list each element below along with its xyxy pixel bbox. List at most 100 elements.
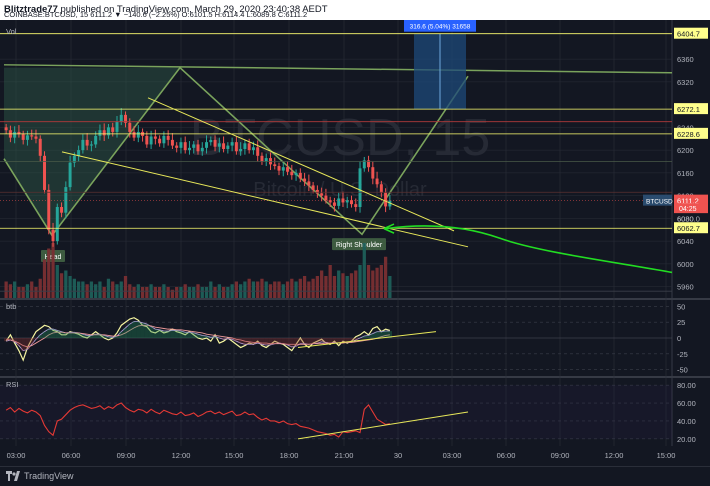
volume-bar [277, 281, 281, 298]
candle-body [115, 121, 119, 132]
pattern-label: Right Shoulder [336, 242, 383, 249]
oscillator-pane[interactable] [0, 306, 672, 370]
time-tick-label: 03:00 [443, 451, 462, 460]
candle-body [98, 130, 102, 136]
volume-bar [106, 278, 111, 298]
volume-bar [47, 248, 51, 298]
volume-bar [332, 276, 337, 298]
price-tick-label: 6080.0 [677, 214, 700, 223]
oscillator-histogram-bar [285, 338, 290, 345]
volume-bar [13, 281, 17, 298]
time-tick-label: 09:00 [117, 451, 136, 460]
volume-bar [221, 287, 226, 298]
price-line-tag [674, 127, 708, 139]
time-tick-label: 15:00 [657, 451, 676, 460]
volume-bar [153, 287, 157, 298]
candle-body [311, 185, 315, 190]
candle-body [205, 142, 209, 148]
tradingview-logo-icon [6, 471, 20, 481]
candle-body [273, 164, 277, 167]
candle-body [350, 200, 353, 205]
oscillator-histogram-bar [166, 331, 171, 338]
oscillator-histogram-bar [42, 331, 47, 338]
oscillator-histogram-bar [174, 330, 179, 338]
forecast-arrow-head [383, 223, 395, 234]
volume-bar [285, 281, 290, 298]
author-name: Blitztrade77 [4, 4, 58, 15]
oscillator-histogram-bar [379, 331, 384, 338]
candle-body [375, 178, 379, 185]
candle-body [175, 145, 179, 148]
volume-bar [234, 281, 239, 298]
publish-header: Blitztrade77 published on TradingView.co… [0, 0, 710, 20]
candle-body [251, 147, 255, 151]
candle-body [60, 207, 64, 213]
target-box-label: 316.6 (5.04%) 31658 [410, 24, 471, 31]
volume-bar [111, 281, 115, 298]
volume-bar [119, 281, 123, 298]
volume-bar [157, 287, 162, 298]
volume-bar [192, 287, 196, 298]
oscillator-histogram-bar [102, 335, 107, 338]
chart-area[interactable]: BTCUSD, 15 Bitcoin / U.S. Dollar 316.6 (… [0, 19, 710, 466]
bar-timer-label: 04:25 [679, 206, 697, 213]
oscillator-histogram-bar [362, 336, 367, 338]
volume-bar [51, 243, 55, 298]
oscillator-histogram-bar [293, 338, 299, 347]
oscillator-histogram-bar [131, 321, 137, 338]
price-line-tag [674, 27, 708, 39]
price-tick-label: 6200 [677, 146, 694, 155]
volume-bar [341, 273, 345, 298]
oscillator-histogram-bar [119, 331, 124, 338]
candle-body [145, 135, 149, 145]
candle-body [106, 127, 110, 136]
candle-body [315, 189, 319, 194]
rsi-tick-label: 60.00 [677, 399, 696, 408]
rsi-pane[interactable] [0, 384, 672, 440]
candle-body [119, 114, 123, 122]
oscillator-tick-label: 25 [677, 318, 685, 327]
footer-bar: TradingView [0, 466, 710, 486]
candle-body [243, 143, 247, 149]
candle-body [358, 168, 362, 207]
candle-body [55, 207, 59, 242]
chart-svg[interactable]: BTCUSD, 15 Bitcoin / U.S. Dollar 316.6 (… [0, 19, 710, 466]
oscillator-tick-label: -25 [677, 350, 688, 359]
oscillator-histogram-bar [63, 332, 68, 338]
rsi-tick-label: 20.00 [677, 435, 696, 444]
price-tick-label: 6000 [677, 260, 694, 269]
price-axis[interactable]: 6360632062406200616061206080604060005960… [6, 27, 708, 444]
candle-body [281, 167, 285, 171]
oscillator-series-line [6, 324, 390, 348]
oscillator-histogram-bar [144, 324, 149, 338]
candle-body [371, 167, 375, 179]
volume-bar [98, 281, 102, 298]
oscillator-histogram-bar [328, 338, 333, 344]
oscillator-histogram-bar [212, 336, 218, 338]
volume-bar [81, 281, 85, 298]
time-axis[interactable]: 03:00 06:00 09:00 12:00 15:00 18:00 21:00 30 03:… [7, 451, 676, 460]
oscillator-histogram-bar [21, 338, 26, 351]
time-tick-label: 03:00 [7, 451, 26, 460]
watermark: BTCUSD, 15 Bitcoin / U.S. Dollar [190, 109, 491, 201]
time-tick-label: 30 [394, 451, 402, 460]
candle-body [17, 131, 21, 135]
candle-body [332, 202, 336, 206]
oscillator-histogram-bar [272, 338, 277, 344]
candle-body [25, 135, 29, 140]
oscillator-histogram-bar [370, 333, 375, 338]
oscillator-histogram-bar [59, 331, 64, 338]
oscillator-histogram-bar [140, 322, 145, 338]
oscillator-histogram-bar [123, 327, 128, 338]
candle-body [345, 200, 349, 203]
volume-bar [38, 278, 42, 298]
volume-bar [213, 287, 217, 298]
volume-bar [294, 281, 298, 298]
rsi-tick-label: 80.00 [677, 381, 696, 390]
candle-body [4, 127, 8, 131]
overlay-drawings[interactable] [0, 33, 673, 292]
candle-body [222, 143, 226, 149]
candle-body [328, 200, 332, 203]
oscillator-histogram-bar [332, 338, 337, 343]
oscillator-series-line [6, 321, 390, 352]
